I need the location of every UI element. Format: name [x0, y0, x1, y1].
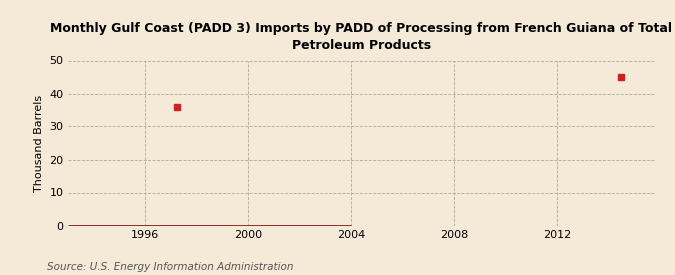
- Y-axis label: Thousand Barrels: Thousand Barrels: [34, 94, 44, 192]
- Text: Source: U.S. Energy Information Administration: Source: U.S. Energy Information Administ…: [47, 262, 294, 272]
- Title: Monthly Gulf Coast (PADD 3) Imports by PADD of Processing from French Guiana of : Monthly Gulf Coast (PADD 3) Imports by P…: [50, 22, 672, 53]
